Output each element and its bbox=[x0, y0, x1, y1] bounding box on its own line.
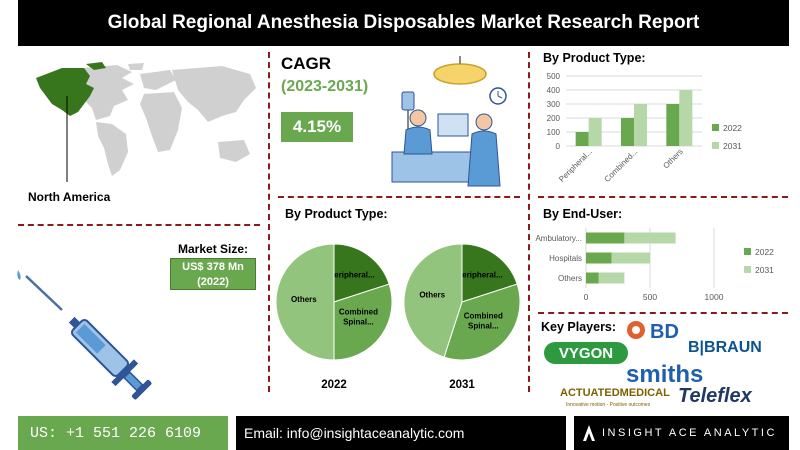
product-bar-chart: 0 100 200 300 400 500 Peripheral... Combined...… bbox=[547, 72, 743, 184]
pie-slice bbox=[333, 243, 390, 303]
region-label: North America bbox=[28, 190, 111, 204]
bar-2031 bbox=[634, 104, 647, 146]
syringe-icon bbox=[17, 270, 152, 400]
key-players-logos: BD B|BRAUN VYGON smiths ACTUATEDMEDICAL … bbox=[544, 321, 762, 408]
cagr-value: 4.15% bbox=[281, 112, 353, 142]
pie-slice-label: Others bbox=[291, 295, 317, 304]
bar-2022 bbox=[621, 118, 634, 146]
hbar-2022 bbox=[586, 232, 625, 244]
hbar-2031 bbox=[611, 252, 650, 264]
pie-slice bbox=[275, 243, 335, 361]
logo-actuated-tagline: Innovative motion - Positive outcomes bbox=[566, 402, 651, 408]
divider-right bbox=[528, 52, 530, 392]
bar-chart-title: By Product Type: bbox=[543, 51, 646, 65]
cagr-period: (2023-2031) bbox=[281, 78, 369, 95]
enduser-chart-title: By End-User: bbox=[543, 207, 623, 221]
hbar-2022 bbox=[586, 272, 599, 284]
world-map bbox=[36, 62, 256, 182]
surgery-illustration-icon bbox=[391, 56, 507, 187]
legend-label: 2022 bbox=[723, 123, 742, 133]
y-tick-label: Others bbox=[558, 274, 582, 283]
brand-logo-icon bbox=[583, 425, 595, 441]
legend-label: 2031 bbox=[755, 265, 774, 275]
bar-2031 bbox=[588, 118, 602, 146]
market-size-year: (2022) bbox=[197, 276, 229, 288]
divider-mid-h bbox=[278, 196, 520, 198]
pie-slice-label: Combined Spinal... bbox=[464, 311, 503, 330]
legend-swatch bbox=[744, 266, 751, 273]
market-size-value: US$ 378 Mn bbox=[182, 261, 244, 273]
logo-vygon: VYGON bbox=[559, 345, 613, 362]
market-size-label: Market Size: bbox=[178, 242, 249, 256]
y-tick-label: 100 bbox=[547, 128, 561, 137]
pie-year-label: 2022 bbox=[321, 379, 347, 391]
hbar-2031 bbox=[624, 232, 676, 244]
x-tick-label: Combined... bbox=[603, 147, 640, 184]
legend-swatch bbox=[712, 142, 719, 149]
logo-bbraun: B|BRAUN bbox=[688, 339, 762, 356]
pie-slice bbox=[443, 283, 521, 361]
y-tick-label: 200 bbox=[547, 114, 561, 123]
x-tick-label: 0 bbox=[584, 292, 589, 302]
logo-actuated: ACTUATEDMEDICAL bbox=[560, 387, 670, 399]
bd-logo-icon: BD bbox=[627, 321, 679, 343]
logo-smiths: smiths bbox=[626, 361, 703, 388]
pie-slice-label: Peripheral... bbox=[457, 271, 503, 280]
market-size-box: US$ 378 Mn (2022) bbox=[170, 258, 256, 290]
pie-slice bbox=[461, 243, 518, 303]
pie-slice-label: Others bbox=[419, 290, 445, 299]
footer-brand: INSIGHT ACE ANALYTIC bbox=[574, 416, 789, 450]
divider-right-h bbox=[538, 196, 788, 198]
x-tick-label: 500 bbox=[643, 292, 657, 302]
legend-swatch bbox=[712, 124, 719, 131]
pie-year-label: 2031 bbox=[449, 379, 475, 391]
bar-2022 bbox=[575, 132, 589, 146]
y-tick-label: Ambulatory... bbox=[535, 234, 582, 243]
pie-slice-label: Combined Spinal... bbox=[339, 308, 378, 327]
product-pie-charts: Peripheral... Combined Spinal... Others 2022… bbox=[275, 243, 521, 391]
legend-label: 2022 bbox=[755, 247, 774, 257]
logo-teleflex: Teleflex bbox=[678, 385, 753, 407]
y-tick-label: 0 bbox=[556, 142, 561, 151]
cagr-label: CAGR bbox=[281, 54, 332, 73]
y-tick-label: 400 bbox=[547, 86, 561, 95]
footer-email: Email: info@insightaceanalytic.com bbox=[236, 416, 566, 450]
footer-phone: US: +1 551 226 6109 bbox=[18, 416, 228, 450]
divider-left bbox=[268, 52, 270, 392]
pie-slice bbox=[333, 283, 393, 361]
divider-right-h2 bbox=[538, 312, 788, 314]
x-tick-label: 1000 bbox=[705, 292, 724, 302]
legend-label: 2031 bbox=[723, 141, 742, 151]
enduser-bar-chart: 0 500 1000 Ambulatory... Hospitals Others 2022… bbox=[535, 228, 774, 302]
hbar-2022 bbox=[586, 252, 612, 264]
footer-brand-text: INSIGHT ACE ANALYTIC bbox=[602, 427, 777, 439]
y-tick-label: 300 bbox=[547, 100, 561, 109]
x-tick-label: Peripheral... bbox=[557, 147, 594, 184]
report-title: Global Regional Anesthesia Disposables M… bbox=[18, 0, 789, 46]
y-tick-label: Hospitals bbox=[549, 254, 582, 263]
divider-left-h bbox=[18, 224, 260, 226]
legend-swatch bbox=[744, 248, 751, 255]
pie-chart-title: By Product Type: bbox=[285, 207, 388, 221]
bar-2022 bbox=[666, 104, 680, 146]
pie-slice-label: Peripheral... bbox=[329, 271, 375, 280]
x-tick-label: Others bbox=[661, 147, 684, 170]
pie-slice bbox=[403, 243, 463, 358]
bar-2031 bbox=[679, 90, 693, 146]
logo-bd: BD bbox=[650, 321, 679, 343]
hbar-2031 bbox=[598, 272, 625, 284]
y-tick-label: 500 bbox=[547, 72, 561, 81]
key-players-title: Key Players: bbox=[541, 320, 617, 334]
